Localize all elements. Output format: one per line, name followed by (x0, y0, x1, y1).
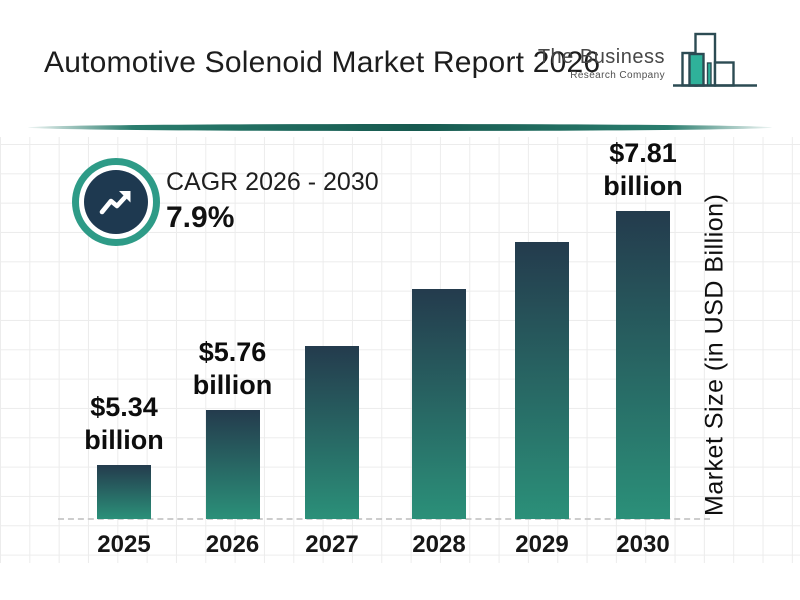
trending-up-icon (84, 170, 148, 234)
bar-2029 (515, 242, 569, 519)
page-title: Automotive Solenoid Market Report 2026 (44, 46, 601, 79)
company-logo: The Business Research Company (538, 28, 775, 98)
cagr-value: 7.9% (166, 201, 235, 234)
x-tick-label-2025: 2025 (97, 531, 151, 558)
header-divider (28, 124, 772, 131)
bar-2027 (305, 346, 359, 519)
value-label-2030: $7.81 billion (603, 138, 683, 201)
cagr-label: CAGR 2026 - 2030 (166, 168, 379, 196)
x-tick-label-2029: 2029 (515, 531, 569, 558)
y-axis-title: Market Size (in USD Billion) (700, 193, 729, 517)
bar-2028 (412, 289, 466, 519)
bar-2026 (205, 410, 260, 519)
bar-chart-logo-icon (673, 32, 757, 87)
x-tick-label-2027: 2027 (305, 531, 359, 558)
company-logo-text: The Business Research Company (538, 46, 665, 81)
x-axis-baseline (58, 518, 710, 520)
cagr-badge (72, 158, 160, 246)
x-tick-label-2028: 2028 (412, 531, 466, 558)
logo-company-tagline: Research Company (570, 70, 665, 81)
x-tick-label-2026: 2026 (205, 531, 260, 558)
value-label-2026: $5.76 billion (192, 337, 273, 400)
bar-2030 (616, 211, 670, 519)
logo-company-name: The Business (537, 46, 665, 68)
bar-2025 (97, 465, 151, 519)
value-label-2025: $5.34 billion (84, 392, 164, 455)
x-tick-label-2030: 2030 (616, 531, 670, 558)
